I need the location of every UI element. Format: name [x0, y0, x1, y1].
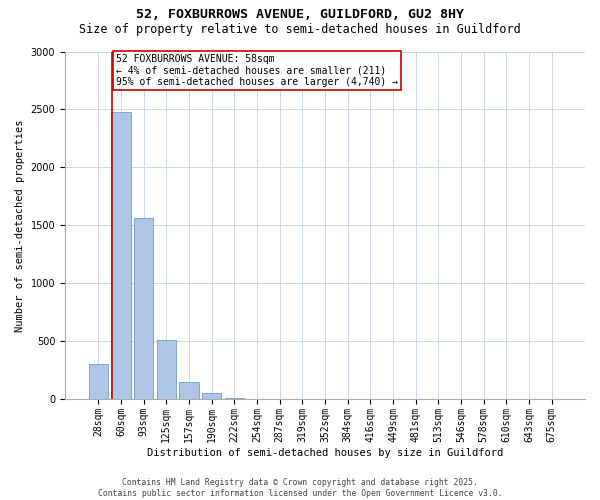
- Bar: [179, 382, 199, 399]
- Bar: [89, 364, 108, 399]
- Y-axis label: Number of semi-detached properties: Number of semi-detached properties: [15, 119, 25, 332]
- Text: Contains HM Land Registry data © Crown copyright and database right 2025.
Contai: Contains HM Land Registry data © Crown c…: [98, 478, 502, 498]
- Text: 52 FOXBURROWS AVENUE: 58sqm
← 4% of semi-detached houses are smaller (211)
95% o: 52 FOXBURROWS AVENUE: 58sqm ← 4% of semi…: [116, 54, 398, 87]
- Bar: [202, 392, 221, 399]
- Text: Size of property relative to semi-detached houses in Guildford: Size of property relative to semi-detach…: [79, 22, 521, 36]
- Bar: [224, 398, 244, 399]
- X-axis label: Distribution of semi-detached houses by size in Guildford: Distribution of semi-detached houses by …: [147, 448, 503, 458]
- Text: 52, FOXBURROWS AVENUE, GUILDFORD, GU2 8HY: 52, FOXBURROWS AVENUE, GUILDFORD, GU2 8H…: [136, 8, 464, 20]
- Bar: [157, 340, 176, 399]
- Bar: [112, 112, 131, 399]
- Bar: [134, 218, 153, 399]
